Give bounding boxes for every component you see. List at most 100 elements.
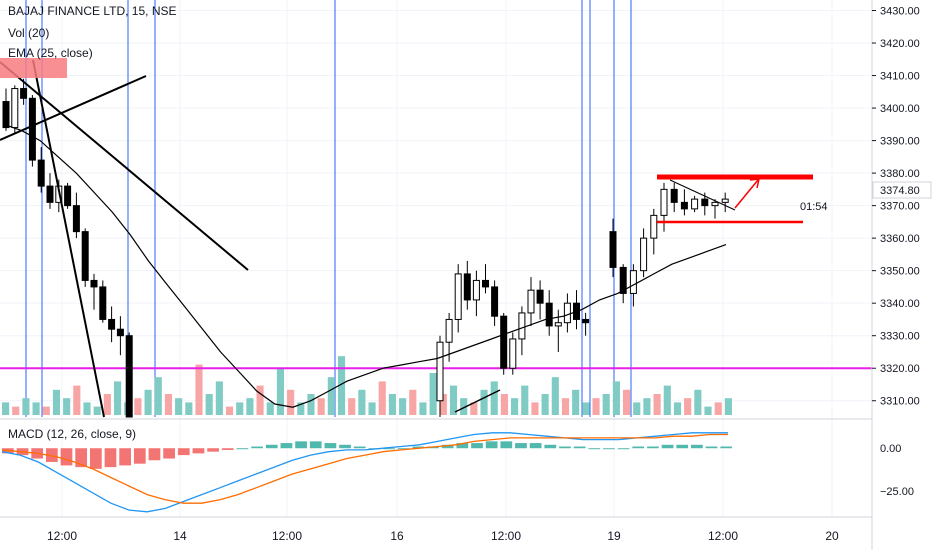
macd-histogram-bar bbox=[647, 446, 659, 449]
volume-bar bbox=[511, 398, 519, 415]
candle-body bbox=[629, 270, 637, 294]
volume-bar bbox=[470, 402, 478, 415]
price-axis-label: 3320.00 bbox=[880, 363, 920, 375]
volume-bar bbox=[460, 398, 468, 415]
macd-histogram-bar bbox=[309, 441, 322, 449]
volume-bar bbox=[409, 389, 417, 415]
volume-bar bbox=[297, 402, 305, 415]
macd-histogram-bar bbox=[471, 443, 483, 449]
candle-body bbox=[2, 101, 10, 129]
candle-body bbox=[582, 318, 590, 324]
macd-histogram-bar bbox=[691, 444, 703, 449]
time-axis-label: 19 bbox=[607, 529, 621, 543]
volume-bar bbox=[307, 394, 315, 415]
time-axis-label: 12:00 bbox=[272, 529, 302, 543]
volume-bar bbox=[429, 373, 437, 415]
macd-histogram-bar bbox=[500, 441, 513, 449]
price-axis-label: 3380.00 bbox=[880, 168, 920, 180]
volume-bar bbox=[42, 406, 50, 415]
price-axis-label: 3390.00 bbox=[880, 136, 920, 148]
candle-body bbox=[99, 286, 107, 320]
macd-histogram-bar bbox=[339, 444, 351, 449]
macd-histogram-bar bbox=[515, 443, 527, 449]
candle-body bbox=[680, 201, 688, 210]
volume-bar bbox=[73, 385, 81, 415]
candle-body bbox=[619, 266, 627, 294]
trendline-down bbox=[0, 61, 249, 271]
candle-body bbox=[11, 88, 19, 129]
macd-axis-label: 0.00 bbox=[880, 443, 901, 455]
candle-body bbox=[482, 279, 489, 288]
candle-body bbox=[554, 322, 562, 327]
volume-bar bbox=[531, 402, 539, 415]
price-axis-label: 3310.00 bbox=[880, 396, 920, 408]
candle-body bbox=[46, 185, 54, 203]
macd-histogram-bar bbox=[295, 441, 307, 449]
candle-body bbox=[563, 302, 571, 324]
candle-body bbox=[545, 302, 553, 327]
volume-bar bbox=[653, 394, 661, 415]
candle-body bbox=[609, 231, 617, 268]
volume-bar bbox=[388, 394, 396, 415]
macd-histogram-bar bbox=[236, 448, 249, 450]
macd-histogram-bar bbox=[705, 446, 718, 449]
volume-bar bbox=[368, 402, 376, 415]
macd-axis-label: −25.00 bbox=[880, 486, 914, 498]
volume-bar bbox=[551, 377, 559, 415]
volume-bar bbox=[164, 394, 173, 415]
candle-body bbox=[711, 201, 719, 207]
candle-body bbox=[90, 279, 98, 288]
volume-bar bbox=[561, 398, 570, 415]
breakout-arrow bbox=[734, 179, 759, 209]
volume-bar bbox=[714, 402, 722, 415]
volume-bar bbox=[612, 381, 620, 415]
volume-bar bbox=[358, 389, 366, 415]
macd-histogram-bar bbox=[207, 448, 219, 452]
macd-histogram-bar bbox=[148, 448, 161, 461]
macd-histogram-bar bbox=[177, 448, 190, 456]
volume-bar bbox=[663, 385, 671, 415]
volume-bar bbox=[724, 398, 732, 415]
macd-histogram-bar bbox=[544, 444, 557, 449]
candle-body bbox=[37, 159, 45, 187]
candle-body bbox=[116, 328, 124, 337]
current-price-box bbox=[872, 181, 932, 199]
candle-body bbox=[463, 273, 471, 301]
macd-line bbox=[1, 432, 728, 513]
volume-bar bbox=[337, 356, 346, 415]
price-axis-label: 3410.00 bbox=[880, 71, 920, 83]
volume-bar bbox=[399, 398, 407, 415]
volume-bar bbox=[215, 381, 223, 415]
candle-body bbox=[454, 273, 462, 320]
candle-body bbox=[670, 188, 678, 203]
ema-indicator-label: EMA (25, close) bbox=[8, 46, 93, 60]
macd-histogram-bar bbox=[221, 448, 234, 450]
volume-bar bbox=[602, 394, 610, 415]
candle-body bbox=[445, 318, 453, 343]
macd-histogram-bar bbox=[676, 444, 689, 449]
candle-body bbox=[527, 289, 535, 314]
volume-bar bbox=[103, 394, 111, 415]
macd-indicator-label: MACD (12, 26, close, 9) bbox=[8, 427, 137, 441]
volume-bar bbox=[633, 402, 641, 415]
volume-bar bbox=[317, 398, 325, 415]
macd-histogram-bar bbox=[280, 443, 293, 449]
volume-bar bbox=[500, 394, 508, 415]
macd-histogram-bar bbox=[251, 446, 263, 449]
candle-body bbox=[640, 237, 648, 272]
volume-bar bbox=[490, 381, 498, 415]
volume-bar bbox=[419, 402, 427, 415]
price-axis-label: 3430.00 bbox=[880, 6, 920, 18]
arrow-line bbox=[454, 389, 501, 413]
signal-line bbox=[1, 433, 728, 504]
macd-histogram-bar bbox=[119, 448, 132, 466]
macd-histogram-bar bbox=[383, 448, 395, 450]
volume-bar bbox=[246, 398, 254, 415]
macd-histogram-bar bbox=[104, 448, 117, 468]
volume-bar bbox=[266, 402, 274, 415]
time-axis-label: 16 bbox=[390, 529, 404, 543]
trendline-steep bbox=[32, 59, 105, 418]
macd-histogram-bar bbox=[75, 448, 88, 468]
volume-bar bbox=[643, 398, 651, 415]
